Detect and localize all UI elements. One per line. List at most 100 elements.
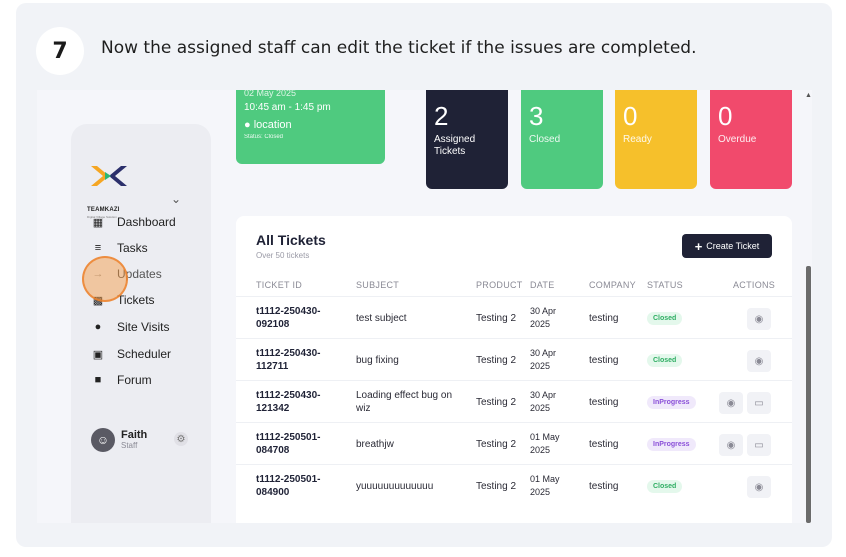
ticket-company: testing xyxy=(589,439,619,450)
ticket-date: 30 Apr 2025 xyxy=(530,348,557,371)
stat-value: 3 xyxy=(529,101,544,131)
table-row[interactable]: t1112-250501- 084900 yuuuuuuuuuuuuu Testing… xyxy=(236,464,792,506)
scrollbar[interactable]: ▲ xyxy=(805,90,812,523)
sidebar-item-site-visits[interactable]: ● Site Visits xyxy=(92,315,222,339)
ticket-id: t1112-250501- 084900 xyxy=(256,474,321,498)
ticket-company: testing xyxy=(589,397,619,408)
step-instruction: Now the assigned staff can edit the tick… xyxy=(101,38,697,58)
ticket-date: 01 May 2025 xyxy=(530,432,560,455)
sidebar-item-label: Site Visits xyxy=(117,320,170,334)
ticket-date: 30 Apr 2025 xyxy=(530,306,557,329)
stat-ready: 0 Ready xyxy=(615,90,697,189)
ticket-id: t1112-250430- 092108 xyxy=(256,306,321,330)
event-time: 10:45 am - 1:45 pm xyxy=(244,102,331,113)
ticket-company: testing xyxy=(589,313,619,324)
eye-icon: ◉ xyxy=(754,313,764,325)
table-row[interactable]: t1112-250501- 084708 breathjw Testing 2 01 M… xyxy=(236,422,792,464)
eye-icon: ◉ xyxy=(754,481,764,493)
status-badge: Closed xyxy=(647,312,683,325)
calendar-icon: ▣ xyxy=(92,348,104,361)
ticket-date: 30 Apr 2025 xyxy=(530,390,557,413)
eye-icon: ◉ xyxy=(726,439,736,451)
table-row[interactable]: t1112-250430- 112711 bug fixing Testing 2 30… xyxy=(236,338,792,380)
list-icon: ≡ xyxy=(94,242,102,254)
sidebar-item-dashboard[interactable]: ▦ Dashboard xyxy=(92,210,222,234)
stat-assigned-tickets: 2 Assigned Tickets xyxy=(426,90,508,189)
delete-button[interactable]: ▭ xyxy=(747,434,771,456)
brand-tagline: Digital Village Solution xyxy=(87,215,117,219)
status-badge: InProgress xyxy=(647,396,696,409)
column-header: COMPANY xyxy=(589,280,636,290)
sidebar-item-label: Tasks xyxy=(117,241,148,255)
trash-icon: ▭ xyxy=(754,397,764,409)
stat-value: 0 xyxy=(623,101,638,131)
eye-icon: ◉ xyxy=(726,397,736,409)
plus-icon: + xyxy=(694,238,703,254)
app-screenshot: TEAMKAZI Digital Village Solution ⌄ ▦ Da… xyxy=(37,90,812,523)
table-row[interactable]: t1112-250430- 092108 test subject Testing 2… xyxy=(236,296,792,338)
panel-title: All Tickets xyxy=(256,232,326,248)
sidebar: TEAMKAZI Digital Village Solution ⌄ xyxy=(71,124,211,523)
create-ticket-button[interactable]: + Create Ticket xyxy=(682,234,772,258)
view-button[interactable]: ◉ xyxy=(719,434,743,456)
column-header: STATUS xyxy=(647,280,683,290)
stat-value: 0 xyxy=(718,101,733,131)
view-button[interactable]: ◉ xyxy=(747,350,771,372)
user-role: Staff xyxy=(121,441,138,450)
ticket-product: Testing 2 xyxy=(476,355,517,366)
scroll-up-icon[interactable]: ▲ xyxy=(805,92,812,99)
status-badge: InProgress xyxy=(647,438,696,451)
ticket-subject: Loading effect bug on wiz xyxy=(356,390,453,414)
ticket-company: testing xyxy=(589,481,619,492)
ticket-id: t1112-250430- 121342 xyxy=(256,390,321,414)
event-card[interactable]: 02 May 2025 10:45 am - 1:45 pm ● locatio… xyxy=(236,90,385,164)
table-row[interactable]: t1112-250430- 121342 Loading effect bug on… xyxy=(236,380,792,422)
sidebar-item-scheduler[interactable]: ▣ Scheduler xyxy=(92,342,222,366)
sidebar-item-label: Dashboard xyxy=(117,215,176,229)
trash-icon: ▭ xyxy=(754,439,764,451)
eye-icon: ◉ xyxy=(754,355,764,367)
user-name: Faith xyxy=(121,429,148,441)
delete-button[interactable]: ▭ xyxy=(747,392,771,414)
user-profile[interactable]: ☺ Faith Staff xyxy=(91,428,147,452)
sidebar-item-label: Updates xyxy=(117,267,162,281)
location-pin-icon: ● xyxy=(94,321,102,333)
sidebar-item-forum[interactable]: ■ Forum xyxy=(92,368,222,392)
stat-label: Assigned xyxy=(434,134,476,145)
ticket-subject: bug fixing xyxy=(356,355,399,366)
view-button[interactable]: ◉ xyxy=(719,392,743,414)
event-status: Status: Closed xyxy=(244,134,284,140)
grid-icon: ▦ xyxy=(92,216,104,229)
event-location: ● location xyxy=(244,119,292,131)
view-button[interactable]: ◉ xyxy=(747,476,771,498)
gear-icon[interactable]: ⚙ xyxy=(174,432,188,446)
teamkazi-logo-icon xyxy=(91,166,127,186)
location-pin-icon: ● xyxy=(244,119,251,131)
column-header: PRODUCT xyxy=(476,280,523,290)
tickets-panel: All Tickets Over 50 tickets + Create Tic… xyxy=(236,216,792,523)
ticket-product: Testing 2 xyxy=(476,397,517,408)
panel-subtitle: Over 50 tickets xyxy=(256,251,310,260)
sidebar-item-label: Scheduler xyxy=(117,347,172,361)
ticket-subject: test subject xyxy=(356,313,407,324)
column-header: DATE xyxy=(530,280,555,290)
avatar: ☺ xyxy=(91,428,115,452)
ticket-product: Testing 2 xyxy=(476,439,517,450)
ticket-id: t1112-250430- 112711 xyxy=(256,348,321,372)
sidebar-item-label: Forum xyxy=(117,373,152,387)
brand-name: TEAMKAZI xyxy=(87,207,120,213)
scroll-thumb[interactable] xyxy=(806,266,811,523)
ticket-company: testing xyxy=(589,355,619,366)
column-header: SUBJECT xyxy=(356,280,400,290)
chevron-down-icon[interactable]: ⌄ xyxy=(171,192,182,206)
sidebar-item-label: Tickets xyxy=(117,293,155,307)
step-number: 7 xyxy=(36,27,84,75)
stat-label: Tickets xyxy=(434,146,466,157)
view-button[interactable]: ◉ xyxy=(747,308,771,330)
ticket-subject: breathjw xyxy=(356,439,394,450)
stat-closed: 3 Closed xyxy=(521,90,603,189)
create-ticket-label: Create Ticket xyxy=(706,241,760,251)
sidebar-item-tasks[interactable]: ≡ Tasks xyxy=(92,236,222,260)
status-badge: Closed xyxy=(647,480,683,493)
stat-overdue: 0 Overdue xyxy=(710,90,792,189)
